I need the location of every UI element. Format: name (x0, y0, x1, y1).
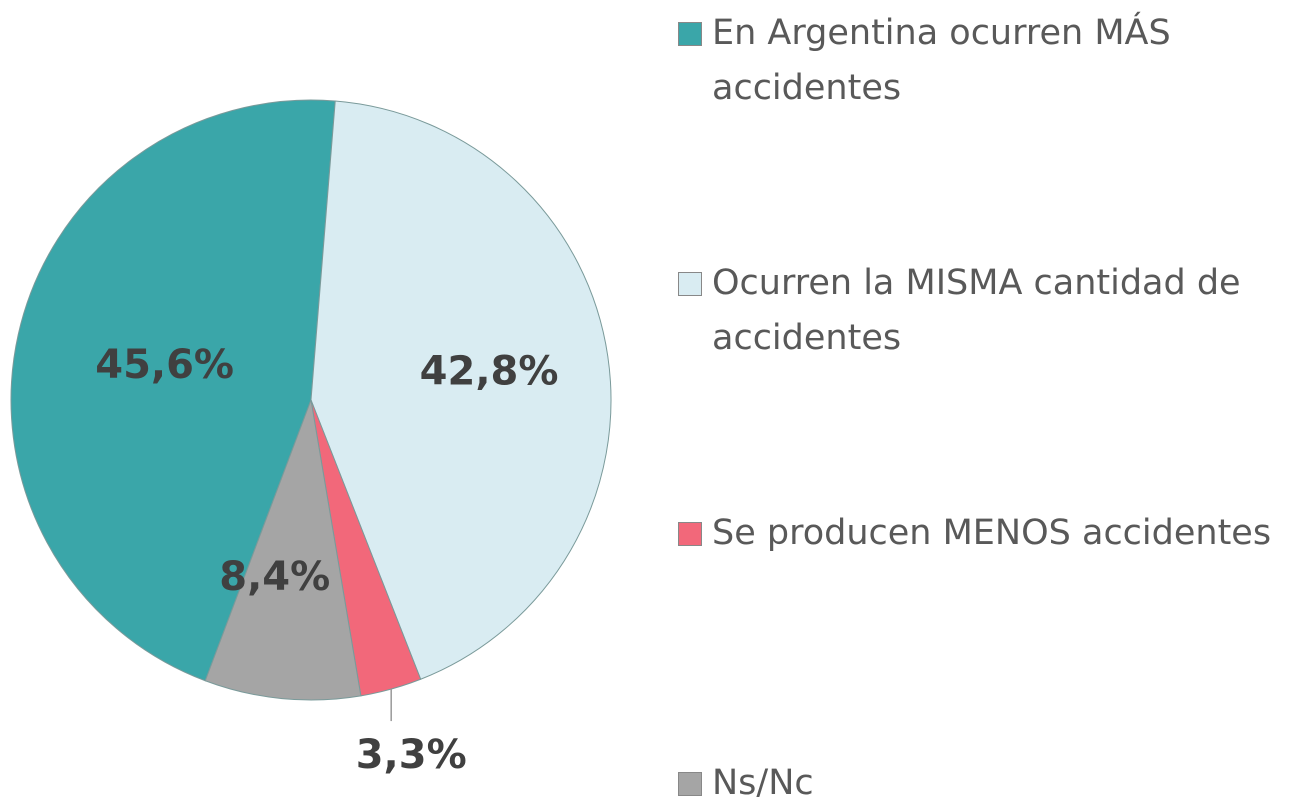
legend-label: En Argentina ocurren MÁS accidentes (712, 13, 1171, 108)
legend-label: Ocurren la MISMA cantidad de accidentes (712, 263, 1241, 358)
legend-item: Ns/Nc (678, 756, 1298, 811)
data-label: 42,8% (420, 349, 559, 395)
legend-item: Se producen MENOS accidentes (678, 506, 1298, 561)
legend-swatch (678, 772, 702, 796)
legend-swatch (678, 522, 702, 546)
data-label: 3,3% (356, 732, 467, 778)
legend-label: Se producen MENOS accidentes (712, 513, 1272, 553)
pie-slice (310, 100, 612, 680)
legend-item: Ocurren la MISMA cantidad de accidentes (678, 256, 1298, 366)
chart: 45,6% 42,8% 3,3% 8,4% (10, 99, 612, 778)
legend-swatch (678, 22, 702, 46)
legend-label: Ns/Nc (712, 763, 814, 803)
pie-slice (10, 99, 336, 682)
data-label: 8,4% (219, 554, 330, 600)
legend-item: En Argentina ocurren MÁS accidentes (678, 6, 1298, 116)
data-label: 45,6% (95, 342, 234, 388)
legend-swatch (678, 272, 702, 296)
pie-slice (204, 398, 362, 701)
